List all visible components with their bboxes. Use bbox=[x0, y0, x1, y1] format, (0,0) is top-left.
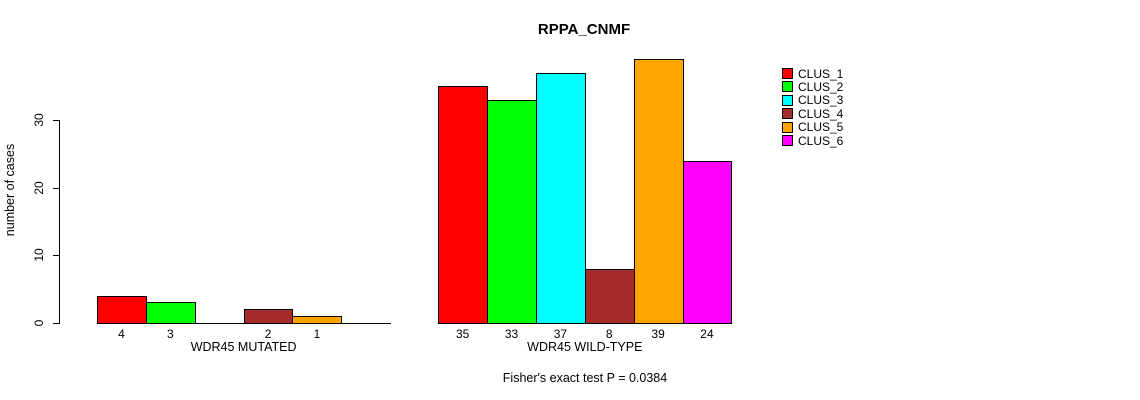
bar-value-label: 3 bbox=[166, 326, 174, 341]
y-axis-tick-label: 30 bbox=[32, 113, 46, 127]
bar-clus_6 bbox=[682, 160, 733, 324]
y-axis-tick-label: 10 bbox=[32, 248, 46, 262]
chart-title: RPPA_CNMF bbox=[537, 21, 631, 38]
bar-clus_3 bbox=[535, 72, 586, 324]
bar-clus_4 bbox=[243, 309, 294, 324]
bar-value-label: 4 bbox=[118, 326, 125, 341]
y-axis-line bbox=[59, 120, 60, 324]
y-axis-tick-label: 0 bbox=[32, 319, 46, 326]
bar-value-label: 33 bbox=[504, 326, 519, 341]
bar-clus_2 bbox=[487, 99, 537, 324]
bar-value-label: 1 bbox=[313, 326, 321, 341]
bar-clus_1 bbox=[438, 86, 489, 324]
bar-clus_5 bbox=[292, 315, 343, 324]
y-axis-tick bbox=[53, 120, 59, 121]
y-axis-tick-label: 20 bbox=[32, 180, 46, 195]
bar-clus_2 bbox=[145, 302, 196, 324]
bar-value-label: 35 bbox=[455, 326, 470, 341]
group-label-wild-type: WDR45 WILD-TYPE bbox=[527, 340, 643, 354]
fisher-test-annotation: Fisher's exact test P = 0.0384 bbox=[502, 371, 668, 385]
bar-clus_5 bbox=[633, 59, 684, 324]
bar-value-label: 2 bbox=[264, 326, 272, 341]
y-axis-tick bbox=[53, 255, 59, 256]
bar-value-label: 37 bbox=[553, 326, 568, 341]
bar-value-label: 24 bbox=[700, 326, 714, 341]
bar-value-label: 8 bbox=[605, 326, 613, 341]
group-label-mutated: WDR45 MUTATED bbox=[190, 340, 297, 354]
bar-clus_4 bbox=[584, 268, 635, 324]
y-axis-tick bbox=[53, 322, 59, 324]
bar-clus_1 bbox=[97, 295, 147, 324]
bar-value-label: 39 bbox=[651, 326, 665, 341]
y-axis-tick bbox=[53, 187, 59, 189]
